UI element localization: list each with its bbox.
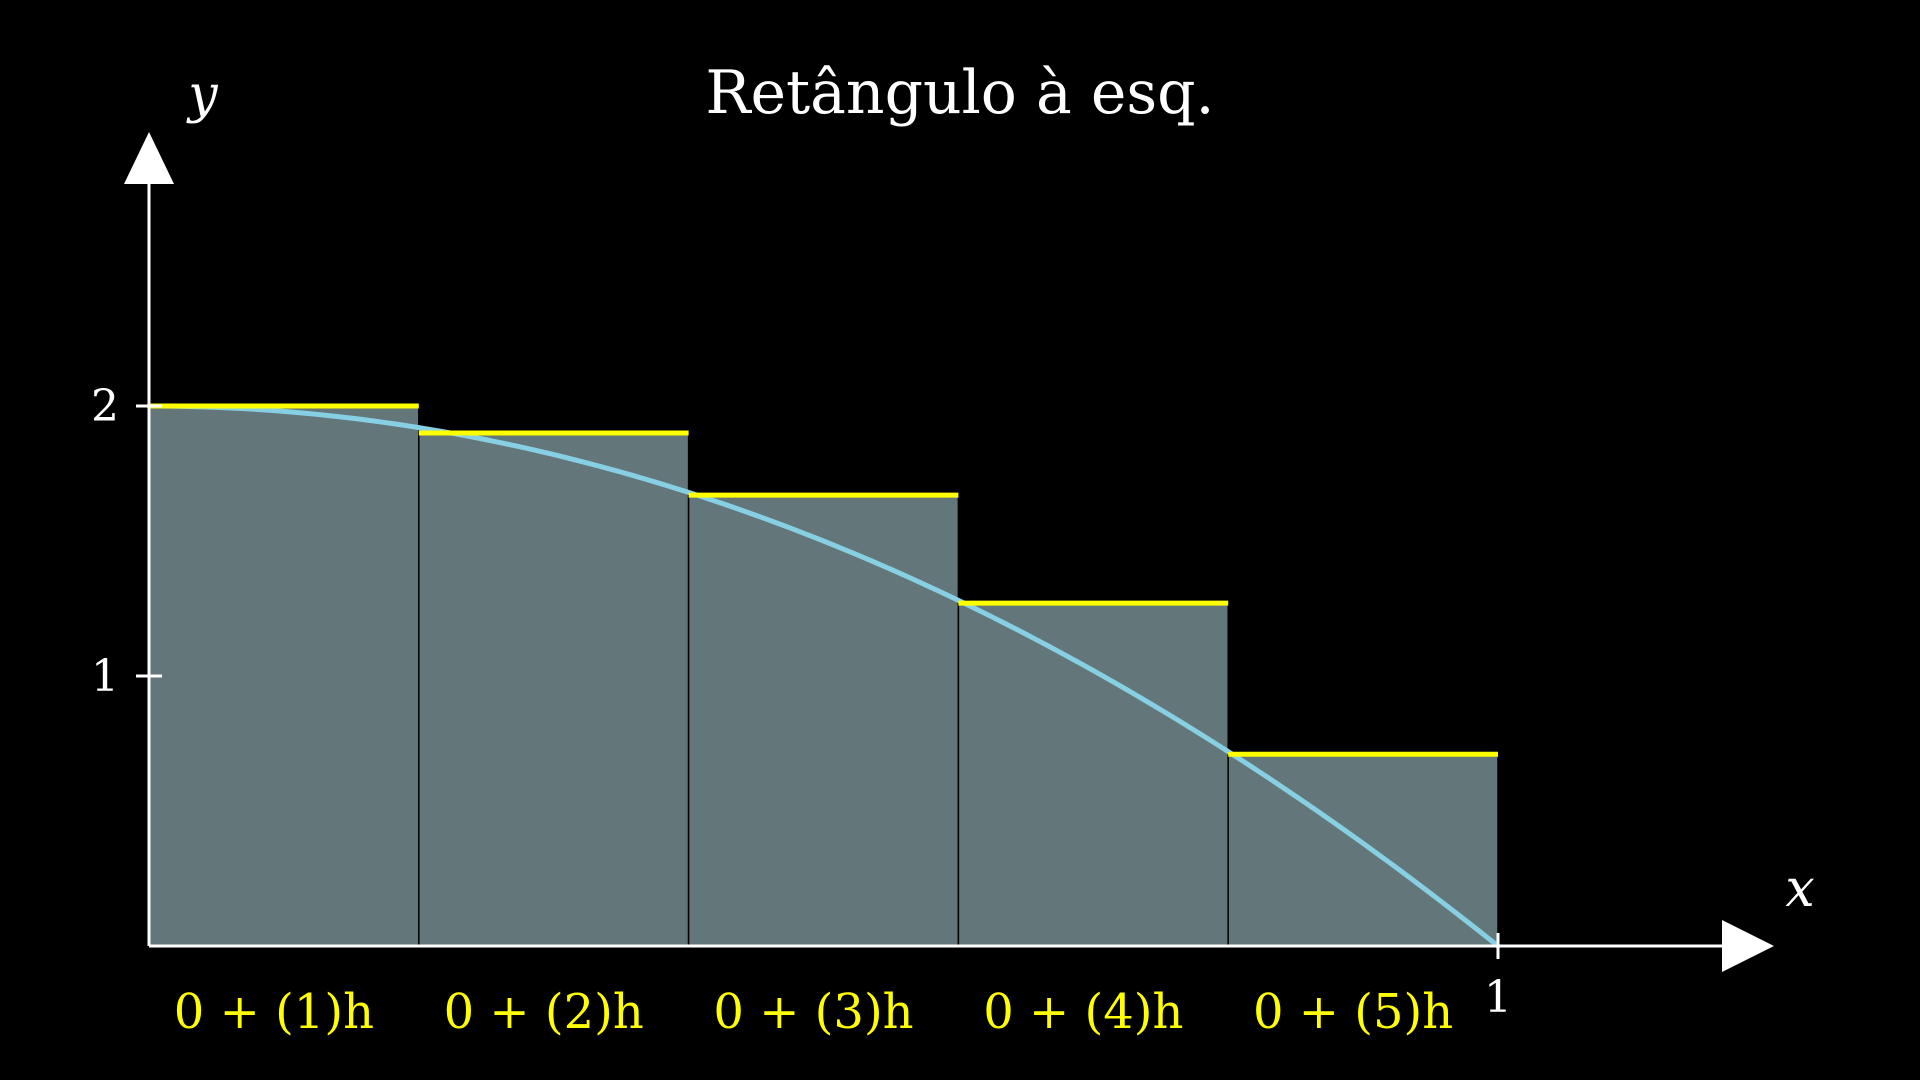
chart-title: Retângulo à esq. — [705, 58, 1214, 128]
y-tick-label-2: 2 — [91, 381, 119, 432]
bar-1 — [148, 405, 420, 947]
bar-4 — [957, 602, 1229, 947]
y-axis-arrow — [124, 132, 174, 184]
bar-label-5: 0 + (5)h — [1253, 984, 1453, 1040]
function-curve — [146, 403, 1501, 949]
y-axis-label: y — [186, 65, 218, 125]
labels-layer: 1 2 1 0 + (1)h 0 + (2)h 0 + (3)h 0 + (4)h 0 + (… — [91, 381, 1512, 1040]
axes-layer — [124, 132, 1774, 972]
bar-3 — [687, 494, 960, 947]
bars-layer — [148, 405, 1499, 947]
bar-2 — [418, 432, 690, 947]
x-axis-label: x — [1785, 859, 1814, 919]
y-tick-label-1: 1 — [91, 651, 119, 702]
x-axis-arrow — [1722, 920, 1774, 972]
bar-label-4: 0 + (4)h — [983, 984, 1183, 1040]
curve-layer — [146, 403, 1501, 949]
bar-label-3: 0 + (3)h — [713, 984, 913, 1040]
x-tick-label-1: 1 — [1484, 972, 1512, 1023]
bar-label-1: 0 + (1)h — [174, 984, 374, 1040]
bar-label-2: 0 + (2)h — [444, 984, 644, 1040]
